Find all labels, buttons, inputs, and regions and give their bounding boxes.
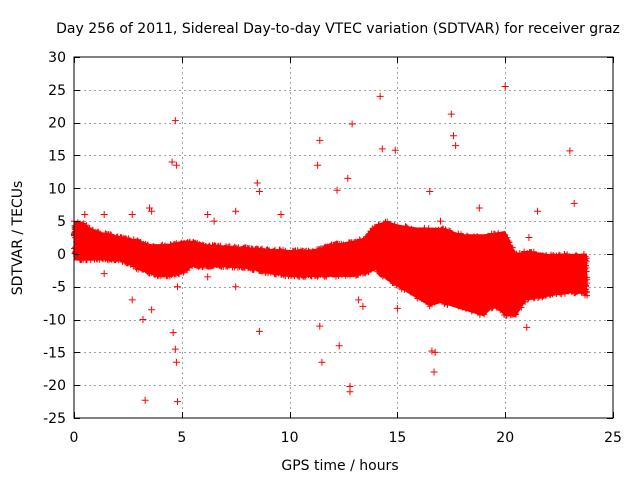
outlier-point xyxy=(348,120,356,128)
outlier-point xyxy=(333,186,341,194)
outlier-point xyxy=(100,270,108,278)
x-tick-label: 20 xyxy=(496,430,514,446)
outlier-point xyxy=(359,302,367,310)
outlier-point xyxy=(100,211,108,219)
scatter-band xyxy=(71,218,591,319)
outlier-point xyxy=(128,296,136,304)
outlier-point xyxy=(431,348,439,356)
outlier-point xyxy=(452,142,460,150)
outlier-point xyxy=(148,306,156,314)
x-tick-label: 10 xyxy=(281,430,299,446)
outlier-point xyxy=(173,283,181,291)
y-tick-label: 5 xyxy=(57,214,66,230)
outlier-point xyxy=(391,146,399,154)
outlier-point xyxy=(430,368,438,376)
outlier-point xyxy=(141,396,149,404)
outlier-point xyxy=(346,388,354,396)
outlier-point xyxy=(501,83,509,91)
outlier-point xyxy=(204,273,212,281)
outlier-point xyxy=(393,304,401,312)
x-tick-labels: 0 5 10 15 20 25 xyxy=(70,430,622,446)
outlier-point xyxy=(335,342,343,350)
y-tick-label: 10 xyxy=(48,181,66,197)
outlier-point xyxy=(316,322,324,330)
outlier-point xyxy=(173,398,181,406)
y-tick-label: 30 xyxy=(48,50,66,66)
outlier-point xyxy=(169,329,177,337)
x-tick-label: 25 xyxy=(604,430,622,446)
outlier-point xyxy=(81,211,89,219)
y-tick-label: -15 xyxy=(43,345,66,361)
outlier-point xyxy=(355,296,363,304)
y-tick-label: -10 xyxy=(43,313,66,329)
outlier-point xyxy=(128,211,136,219)
outlier-point xyxy=(378,145,386,153)
outlier-point xyxy=(277,211,285,219)
y-tick-label: -5 xyxy=(52,280,66,296)
outlier-point xyxy=(255,327,263,335)
x-tick-label: 0 xyxy=(70,430,79,446)
outlier-point xyxy=(426,188,434,196)
chart-title: Day 256 of 2011, Sidereal Day-to-day VTE… xyxy=(56,21,620,37)
outlier-point xyxy=(172,161,180,169)
outlier-point xyxy=(148,207,156,215)
outlier-point xyxy=(534,207,542,215)
outlier-point xyxy=(253,179,261,187)
x-tick-label: 5 xyxy=(177,430,186,446)
outlier-point xyxy=(139,316,147,324)
y-axis-title: SDTVAR / TECUs xyxy=(10,181,26,296)
plot-frame xyxy=(73,56,614,419)
y-tick-label: 20 xyxy=(48,116,66,132)
y-tick-label: 25 xyxy=(48,83,66,99)
axis-ticks xyxy=(74,57,614,419)
outlier-point xyxy=(570,199,578,207)
outlier-point xyxy=(168,158,176,166)
outlier-point xyxy=(376,92,384,100)
y-tick-label: -25 xyxy=(43,411,66,427)
outlier-point xyxy=(255,188,263,196)
y-tick-label: -20 xyxy=(43,378,66,394)
outlier-point xyxy=(475,204,483,212)
outlier-point xyxy=(525,234,533,241)
y-tick-label: 15 xyxy=(48,148,66,164)
outlier-point xyxy=(566,147,574,155)
outlier-point xyxy=(172,358,180,366)
outlier-point xyxy=(344,174,352,182)
x-axis-title: GPS time / hours xyxy=(281,458,398,474)
outlier-point xyxy=(447,110,455,118)
y-tick-label: 0 xyxy=(57,247,66,263)
outlier-point xyxy=(232,207,240,215)
outlier-point xyxy=(171,345,179,353)
outlier-point xyxy=(232,283,240,291)
band-points xyxy=(71,218,591,319)
outlier-point xyxy=(428,347,436,355)
outlier-point xyxy=(318,358,326,366)
outlier-point xyxy=(316,136,324,144)
scatter-outliers xyxy=(81,83,578,406)
outlier-point xyxy=(523,323,531,331)
outlier-point xyxy=(171,117,179,125)
outlier-point xyxy=(204,211,212,219)
x-tick-label: 15 xyxy=(388,430,406,446)
outlier-point xyxy=(210,217,218,225)
outlier-point xyxy=(437,217,445,225)
y-tick-labels: -25 -20 -15 -10 -5 0 5 10 15 20 25 30 xyxy=(43,50,66,427)
outlier-point xyxy=(449,132,457,140)
outlier-point xyxy=(314,161,322,169)
